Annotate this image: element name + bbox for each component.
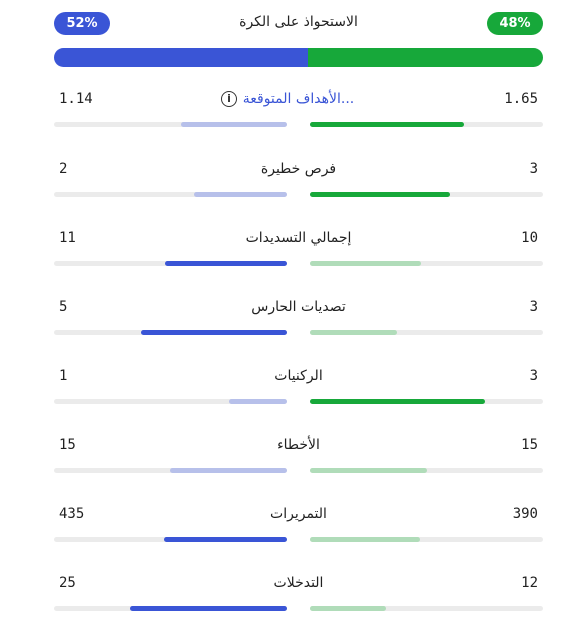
away-stat-track — [54, 192, 287, 197]
possession-bar-home — [308, 48, 543, 67]
away-stat-track — [54, 399, 287, 404]
away-possession-badge: 52% — [54, 12, 110, 35]
home-stat-track — [310, 192, 543, 197]
away-stat-track — [54, 261, 287, 266]
possession-header: 52% الاستحواذ على الكرة 48% — [54, 12, 543, 36]
home-stat-track — [310, 606, 543, 611]
stat-label[interactable]: الأهداف المتوقعة... — [242, 91, 355, 107]
home-stat-value: 3 — [529, 368, 538, 384]
away-stat-bar — [170, 468, 287, 473]
home-stat-track — [310, 399, 543, 404]
home-stat-track — [310, 330, 543, 335]
away-stat-track — [54, 468, 287, 473]
home-stat-value: 3 — [529, 161, 538, 177]
stat-row: 11 إجمالي التسديدات 10 — [54, 229, 543, 269]
away-stat-value: 11 — [59, 230, 76, 246]
away-stat-value: 435 — [59, 506, 85, 522]
stat-label: التدخلات — [273, 575, 324, 591]
home-stat-track — [310, 122, 543, 127]
stat-row: 1.14 الأهداف المتوقعة... i 1.65 — [54, 90, 543, 130]
stat-row: 15 الأخطاء 15 — [54, 436, 543, 476]
stat-label: فرص خطيرة — [260, 161, 337, 177]
away-stat-bar — [194, 192, 287, 197]
stat-label: الركنيات — [274, 368, 323, 384]
match-stats-card: 52% الاستحواذ على الكرة 48% 1.14 الأهداف … — [44, 0, 553, 634]
away-stat-bar — [229, 399, 287, 404]
stat-row: 435 التمريرات 390 — [54, 505, 543, 545]
home-stat-track — [310, 537, 543, 542]
home-stat-value: 3 — [529, 299, 538, 315]
away-stat-value: 2 — [59, 161, 68, 177]
home-stat-bar — [310, 330, 397, 335]
away-stat-track — [54, 606, 287, 611]
stat-row: 2 فرص خطيرة 3 — [54, 160, 543, 200]
away-stat-bar — [181, 122, 287, 127]
away-stat-bar — [164, 537, 287, 542]
home-stat-value: 390 — [512, 506, 538, 522]
away-stat-bar — [165, 261, 287, 266]
home-stat-bar — [310, 606, 386, 611]
home-stat-bar — [310, 192, 450, 197]
home-stat-value: 1.65 — [504, 91, 538, 107]
away-stat-track — [54, 537, 287, 542]
away-stat-bar — [130, 606, 287, 611]
stat-label: التمريرات — [270, 506, 327, 522]
stat-label: تصديات الحارس — [251, 299, 346, 315]
home-stat-bar — [310, 122, 464, 127]
possession-bar — [54, 48, 543, 67]
away-stat-bar — [141, 330, 287, 335]
home-possession-badge: 48% — [487, 12, 543, 35]
home-stat-bar — [310, 468, 427, 473]
away-stat-value: 5 — [59, 299, 68, 315]
away-stat-value: 25 — [59, 575, 76, 591]
stat-row: 25 التدخلات 12 — [54, 574, 543, 614]
possession-title: الاستحواذ على الكرة — [239, 14, 358, 30]
away-stat-value: 15 — [59, 437, 76, 453]
home-stat-value: 10 — [521, 230, 538, 246]
home-stat-track — [310, 468, 543, 473]
away-stat-track — [54, 330, 287, 335]
home-stat-value: 12 — [521, 575, 538, 591]
away-stat-value: 1 — [59, 368, 68, 384]
away-stat-value: 1.14 — [59, 91, 93, 107]
possession-bar-away — [54, 48, 309, 67]
home-stat-bar — [310, 261, 421, 266]
info-icon[interactable]: i — [221, 91, 237, 107]
stat-label: الأخطاء — [277, 437, 320, 453]
home-stat-bar — [310, 399, 485, 404]
home-stat-value: 15 — [521, 437, 538, 453]
stat-label: إجمالي التسديدات — [245, 230, 352, 246]
stat-row: 1 الركنيات 3 — [54, 367, 543, 407]
home-stat-track — [310, 261, 543, 266]
away-stat-track — [54, 122, 287, 127]
stat-row: 5 تصديات الحارس 3 — [54, 298, 543, 338]
home-stat-bar — [310, 537, 420, 542]
